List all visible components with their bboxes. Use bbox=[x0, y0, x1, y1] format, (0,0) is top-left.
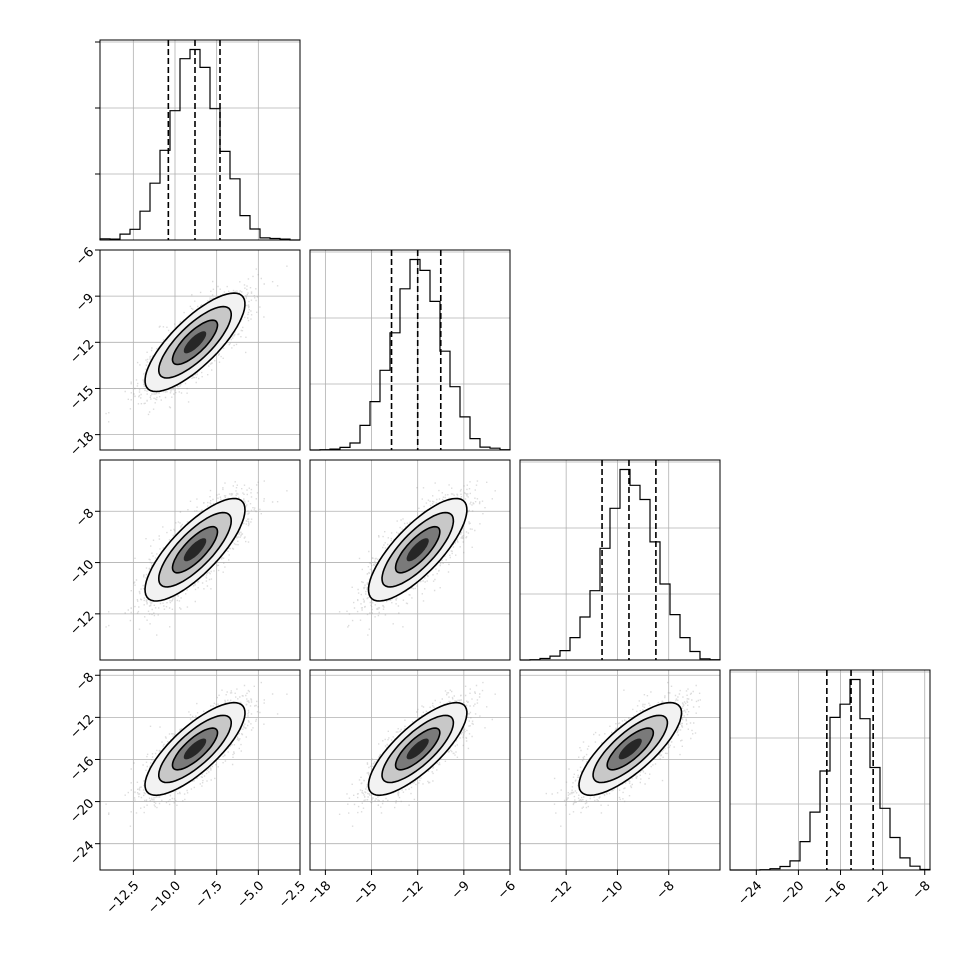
panel-background bbox=[100, 40, 300, 240]
contour-inner bbox=[171, 727, 219, 771]
panel-2-0: −12 −10 −8 bbox=[67, 459, 301, 661]
x-tick-label: −24 bbox=[735, 878, 765, 908]
panel-frame bbox=[519, 459, 721, 661]
x-tick-label: −18 bbox=[304, 878, 334, 908]
contour-mid bbox=[158, 305, 232, 379]
x-tick-label: −9 bbox=[449, 878, 473, 902]
density-fill-core bbox=[406, 538, 429, 562]
contour-inner bbox=[606, 727, 655, 771]
contour-outer bbox=[367, 497, 468, 602]
x-tick-label: −16 bbox=[820, 878, 850, 908]
panel-3-1: −18 −15 −12 −9 −6 bbox=[304, 669, 519, 908]
contour-outer bbox=[144, 292, 246, 393]
y-tick-label: −18 bbox=[67, 429, 97, 459]
x-tick-label: −7.5 bbox=[193, 878, 226, 911]
y-tick-label: −6 bbox=[73, 245, 97, 269]
panel-frame bbox=[99, 249, 301, 451]
y-tick-label: −20 bbox=[67, 796, 97, 826]
y-tick-label: −12 bbox=[67, 712, 97, 742]
density-fill-core bbox=[183, 738, 207, 760]
contour-outer bbox=[367, 701, 468, 797]
panel-3-3: −24 −20 −16 −12 −8 bbox=[729, 669, 934, 908]
x-tick-label: −8 bbox=[654, 878, 678, 902]
panel-frame bbox=[99, 669, 301, 871]
x-tick-label: −8 bbox=[910, 878, 934, 902]
x-tick-label: −15 bbox=[351, 878, 381, 908]
contour-mid bbox=[381, 511, 455, 588]
panel-frame bbox=[99, 39, 301, 241]
panel-3-0: −24 −20 −16 −12 −8 −12.5 −10.0 −7.5 −5.0 −2.5 bbox=[67, 669, 309, 917]
y-tick-label: −9 bbox=[73, 291, 97, 315]
panel-frame bbox=[729, 669, 931, 871]
panel-2-2 bbox=[519, 459, 721, 661]
y-tick-label: −8 bbox=[73, 506, 97, 530]
y-tick-label: −10 bbox=[67, 557, 97, 587]
contour-outer bbox=[578, 701, 683, 797]
x-tick-label: −5.0 bbox=[234, 878, 267, 911]
x-tick-label: −6 bbox=[495, 878, 519, 902]
y-tick-label: −8 bbox=[73, 670, 97, 694]
panel-1-1 bbox=[309, 249, 511, 451]
x-tick-label: −12.5 bbox=[104, 878, 143, 917]
panel-frame bbox=[99, 459, 301, 661]
histogram-bars bbox=[310, 258, 511, 451]
panel-2-1 bbox=[309, 459, 511, 661]
contour-mid bbox=[592, 714, 669, 784]
contour-outer bbox=[144, 497, 246, 602]
contour-inner bbox=[394, 727, 441, 771]
x-tick-label: −10 bbox=[596, 878, 626, 908]
panel-frame bbox=[309, 669, 511, 871]
x-tick-label: −10.0 bbox=[145, 878, 184, 917]
y-tick-label: −24 bbox=[67, 838, 97, 868]
panel-1-0: −18 −15 −12 −9 −6 bbox=[67, 245, 301, 459]
y-tick-label: −12 bbox=[67, 337, 97, 367]
x-tick-label: −12 bbox=[397, 878, 427, 908]
density-fill-core bbox=[406, 738, 429, 760]
histogram-bars bbox=[520, 468, 721, 661]
density-fill-core bbox=[618, 738, 642, 760]
x-tick-label: −2.5 bbox=[276, 878, 309, 911]
contour-inner bbox=[171, 525, 219, 574]
histogram-bars bbox=[99, 48, 300, 241]
x-tick-label: −12 bbox=[862, 878, 892, 908]
histogram-bars bbox=[730, 678, 931, 871]
y-tick-label: −12 bbox=[67, 609, 97, 639]
density-fill-core bbox=[183, 538, 207, 562]
panel-frame bbox=[309, 249, 511, 451]
x-tick-label: −20 bbox=[777, 878, 807, 908]
y-tick-label: −16 bbox=[67, 754, 97, 784]
density-fill-core bbox=[183, 331, 207, 354]
panel-0-0 bbox=[95, 39, 301, 241]
contour-mid bbox=[158, 714, 232, 784]
contour-mid bbox=[157, 511, 233, 588]
contour-mid bbox=[381, 714, 455, 784]
panel-3-2: −12 −10 −8 bbox=[519, 669, 721, 908]
contour-inner bbox=[171, 319, 219, 366]
panel-frame bbox=[519, 669, 721, 871]
contour-outer bbox=[144, 701, 246, 797]
contour-inner bbox=[394, 525, 441, 574]
y-tick-label: −15 bbox=[67, 383, 97, 413]
x-tick-label: −12 bbox=[545, 878, 575, 908]
panel-frame bbox=[309, 459, 511, 661]
